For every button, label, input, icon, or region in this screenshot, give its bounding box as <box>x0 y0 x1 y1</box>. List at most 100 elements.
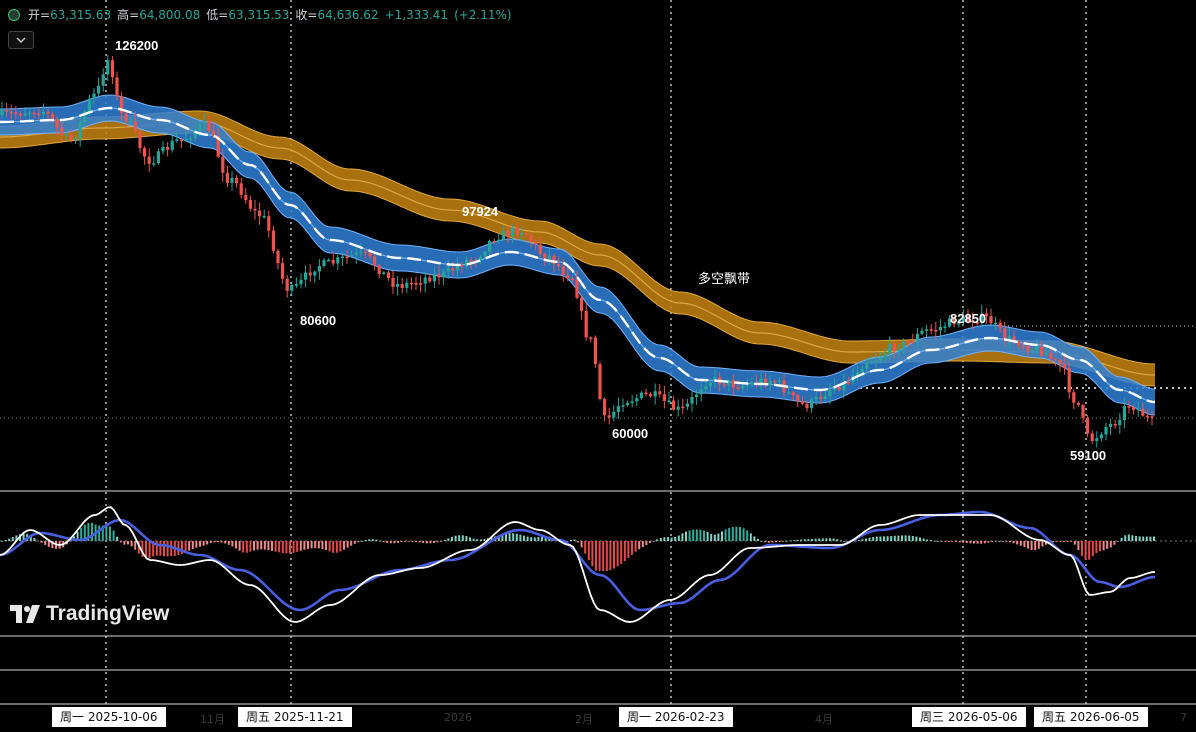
candle-body <box>1113 424 1117 426</box>
ribbon-midline-path <box>0 106 1156 404</box>
histogram-bar <box>145 541 147 559</box>
tradingview-logo[interactable]: TradingView <box>10 602 169 626</box>
histogram-bar <box>339 541 342 552</box>
histogram-bar <box>699 529 702 541</box>
histogram-bar <box>91 522 93 541</box>
histogram-bar <box>595 541 597 571</box>
candle-body <box>1150 416 1154 418</box>
histogram-bar <box>263 541 266 550</box>
histogram-bar <box>1037 541 1040 549</box>
histogram-bar <box>746 530 749 541</box>
candle-body <box>382 272 386 275</box>
histogram-bar <box>613 541 615 569</box>
histogram-bar <box>296 541 299 552</box>
histogram-bar <box>760 541 763 542</box>
histogram-bar <box>80 527 83 541</box>
candle-body <box>460 265 464 267</box>
candle-body <box>414 283 418 285</box>
histogram-bar <box>605 541 608 571</box>
histogram-bar <box>753 536 756 541</box>
histogram-bar <box>40 541 43 543</box>
candle-body <box>722 384 726 386</box>
histogram-bar <box>969 541 972 544</box>
candle-body <box>377 265 381 274</box>
candle-body <box>317 266 321 272</box>
histogram-bar <box>335 541 338 553</box>
date-label-5: 周五 2026-06-05 <box>1034 707 1148 727</box>
collapse-legend-button[interactable] <box>8 31 34 49</box>
histogram-bar <box>389 541 392 544</box>
histogram-bar <box>199 541 201 547</box>
histogram-bar <box>461 535 464 541</box>
histogram-bar <box>217 541 219 543</box>
histogram-bar <box>425 541 428 544</box>
open-label: 开= <box>28 8 51 22</box>
candle-body <box>828 390 832 397</box>
histogram-bar <box>1091 541 1094 557</box>
histogram-bar <box>371 539 374 541</box>
candle-body <box>64 134 68 136</box>
candle-body <box>529 235 533 242</box>
candle-body <box>133 121 137 132</box>
candle-body <box>598 364 602 399</box>
histogram-bar <box>1106 541 1109 549</box>
histogram-bar <box>44 541 47 545</box>
histogram-bar <box>854 540 857 542</box>
histogram-bar <box>839 540 842 541</box>
histogram-bar <box>8 538 11 541</box>
histogram-bar <box>1059 541 1062 542</box>
histogram-bar <box>130 541 133 547</box>
histogram-bar <box>807 539 810 541</box>
candle-body <box>350 255 354 257</box>
histogram-bar <box>407 541 410 542</box>
candle-body <box>216 136 220 157</box>
candle-body <box>432 274 436 282</box>
date-label-4: 周三 2026-05-06 <box>912 707 1026 727</box>
candle-body <box>437 274 441 278</box>
histogram-bar <box>188 541 191 551</box>
candle-body <box>1007 336 1011 341</box>
candle-body <box>327 259 331 262</box>
histogram-bar <box>253 541 255 551</box>
candle-body <box>189 138 193 140</box>
candle-body <box>1118 420 1122 426</box>
candle-body <box>653 391 657 397</box>
histogram-bar <box>1019 541 1022 546</box>
candle-body <box>248 200 252 209</box>
tick-2026: 2026 <box>444 711 472 724</box>
candle-body <box>396 284 400 287</box>
candlestick-series <box>0 55 1154 448</box>
histogram-bar <box>458 535 461 541</box>
candle-body <box>925 329 929 331</box>
high-value: 64,800.08 <box>139 7 201 22</box>
histogram-bar <box>249 541 252 552</box>
histogram-bar <box>652 540 655 542</box>
histogram-bar <box>771 541 774 543</box>
candle-body <box>672 400 676 410</box>
histogram-bar <box>656 539 659 541</box>
candle-body <box>212 130 216 137</box>
histogram-bar <box>1088 541 1091 560</box>
histogram-bar <box>879 536 882 541</box>
histogram-bar <box>328 541 331 552</box>
histogram-bar <box>382 541 385 543</box>
histogram-bar <box>368 539 371 541</box>
macd-line <box>0 506 1156 623</box>
candle-body <box>193 130 197 139</box>
close-value: 64,636.62 <box>317 7 379 22</box>
histogram-bar <box>202 541 205 546</box>
histogram-bar <box>11 537 14 541</box>
candle-body <box>639 392 643 399</box>
candle-body <box>736 387 740 389</box>
histogram-bar <box>123 541 126 545</box>
histogram-bar <box>933 540 936 542</box>
histogram-bar <box>785 540 788 542</box>
candle-body <box>695 394 699 397</box>
histogram-bar <box>778 541 781 542</box>
candle-body <box>543 253 547 260</box>
panel-separators[interactable] <box>0 490 1196 705</box>
candle-body <box>787 392 791 394</box>
histogram-bar <box>890 536 893 541</box>
histogram-bar <box>105 525 108 541</box>
